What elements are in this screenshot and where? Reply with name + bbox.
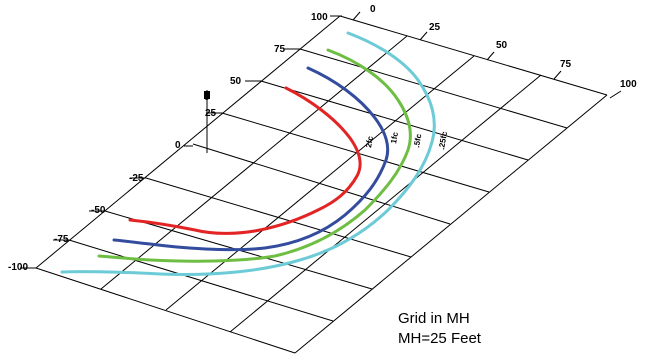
- plan-grid: [20, 11, 622, 354]
- grid-line-x100: [294, 94, 608, 354]
- pole-marker: 0: [204, 90, 210, 153]
- grid-line-y0: [192, 143, 451, 225]
- y-tick-100: 100: [311, 12, 328, 23]
- x-tick-75: 75: [560, 59, 572, 70]
- x-tick-100: 100: [620, 79, 637, 90]
- tick-leader-x50: [486, 51, 495, 61]
- tick-leader-x75: [553, 70, 562, 80]
- tick-leader-x25: [419, 31, 428, 41]
- y-tick-neg50: -50: [91, 205, 106, 216]
- tick-leader-x0: [352, 11, 361, 21]
- grid-line-x0: [35, 15, 341, 269]
- y-tick-neg25: -25: [129, 173, 144, 184]
- caption-line-2: MH=25 Feet: [398, 330, 482, 347]
- contour-label-05fc: .5fc: [412, 133, 423, 149]
- contour-1fc: [112, 66, 390, 252]
- grid-line-y-100: [35, 267, 296, 354]
- contour-label-2fc: 2fc: [364, 135, 375, 148]
- caption-line-1: Grid in MH: [398, 310, 470, 327]
- y-tick-0: 0: [175, 140, 181, 151]
- grid-line-x50: [165, 55, 475, 311]
- contour-2fc: [128, 86, 362, 235]
- x-tick-50: 50: [496, 40, 508, 51]
- y-tick-neg75: -75: [54, 234, 69, 245]
- contour-label-025fc: .25fc: [437, 130, 449, 150]
- grid-line-x25: [100, 35, 408, 290]
- grid-line-y25: [221, 112, 490, 193]
- grid-line-y75: [299, 48, 568, 129]
- grid-line-y50: [260, 80, 529, 161]
- pole-marker-label: 0: [204, 92, 210, 103]
- grid-line-y100: [339, 15, 608, 96]
- y-tick-25: 25: [205, 108, 217, 119]
- x-tick-25: 25: [429, 22, 441, 33]
- y-tick-75: 75: [274, 44, 286, 55]
- grid-line-x75: [229, 74, 542, 333]
- luminaire-head-icon: [204, 91, 210, 99]
- tick-leader-x100: [609, 90, 622, 99]
- y-tick-neg100: -100: [8, 262, 28, 273]
- y-tick-50: 50: [230, 76, 242, 87]
- contour-05fc: [97, 48, 412, 263]
- contour-025fc: [60, 31, 436, 276]
- isofootcandle-contours: [60, 31, 436, 276]
- x-tick-0: 0: [370, 4, 376, 15]
- contour-label-1fc: 1fc: [389, 131, 400, 144]
